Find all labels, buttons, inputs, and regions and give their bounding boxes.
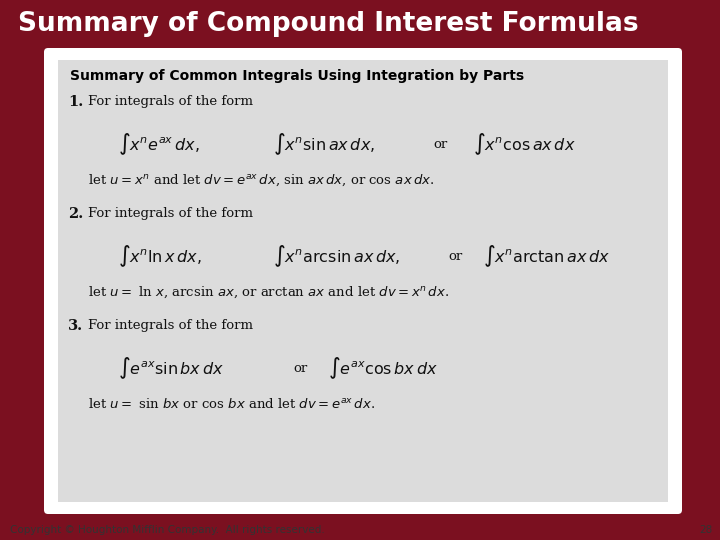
Text: 28: 28 [698,525,712,535]
Text: $\int x^n \arcsin ax\,dx,$: $\int x^n \arcsin ax\,dx,$ [273,243,400,269]
Text: $\int x^n e^{ax}\,dx,$: $\int x^n e^{ax}\,dx,$ [118,131,199,157]
Text: $\int x^n \ln x\,dx,$: $\int x^n \ln x\,dx,$ [118,243,202,269]
Text: For integrals of the form: For integrals of the form [88,320,253,333]
Text: $\int x^n \arctan ax\,dx$: $\int x^n \arctan ax\,dx$ [483,243,610,269]
Text: let $u =$ ln $x$, arcsin $ax$, or arctan $ax$ and let $dv = x^n\,dx$.: let $u =$ ln $x$, arcsin $ax$, or arctan… [88,284,449,300]
Text: 1.: 1. [68,95,84,109]
FancyBboxPatch shape [0,0,720,48]
Text: Summary of Compound Interest Formulas: Summary of Compound Interest Formulas [18,11,639,37]
Text: let $u =$ sin $bx$ or cos $bx$ and let $dv = e^{ax}\,dx$.: let $u =$ sin $bx$ or cos $bx$ and let $… [88,397,375,411]
Text: $\int x^n \sin ax\,dx,$: $\int x^n \sin ax\,dx,$ [273,131,375,157]
Text: or: or [433,138,447,151]
Text: or: or [293,361,307,375]
Text: 2.: 2. [68,207,84,221]
Text: Summary of Common Integrals Using Integration by Parts: Summary of Common Integrals Using Integr… [70,69,524,83]
Text: 3.: 3. [68,319,83,333]
Text: or: or [448,249,462,262]
Text: let $u = x^n$ and let $dv = e^{ax}\,dx$, sin $ax\,dx$, or cos $ax\,dx$.: let $u = x^n$ and let $dv = e^{ax}\,dx$,… [88,172,434,188]
FancyBboxPatch shape [58,60,668,502]
Text: For integrals of the form: For integrals of the form [88,207,253,220]
FancyBboxPatch shape [44,48,682,514]
Text: $\int e^{ax} \sin bx\,dx$: $\int e^{ax} \sin bx\,dx$ [118,355,224,381]
Text: $\int x^n \cos ax\,dx$: $\int x^n \cos ax\,dx$ [473,131,576,157]
Text: Copyright © Houghton Mifflin Company.  All rights reserved.: Copyright © Houghton Mifflin Company. Al… [10,525,325,535]
Text: For integrals of the form: For integrals of the form [88,96,253,109]
Text: $\int e^{ax} \cos bx\,dx$: $\int e^{ax} \cos bx\,dx$ [328,355,438,381]
